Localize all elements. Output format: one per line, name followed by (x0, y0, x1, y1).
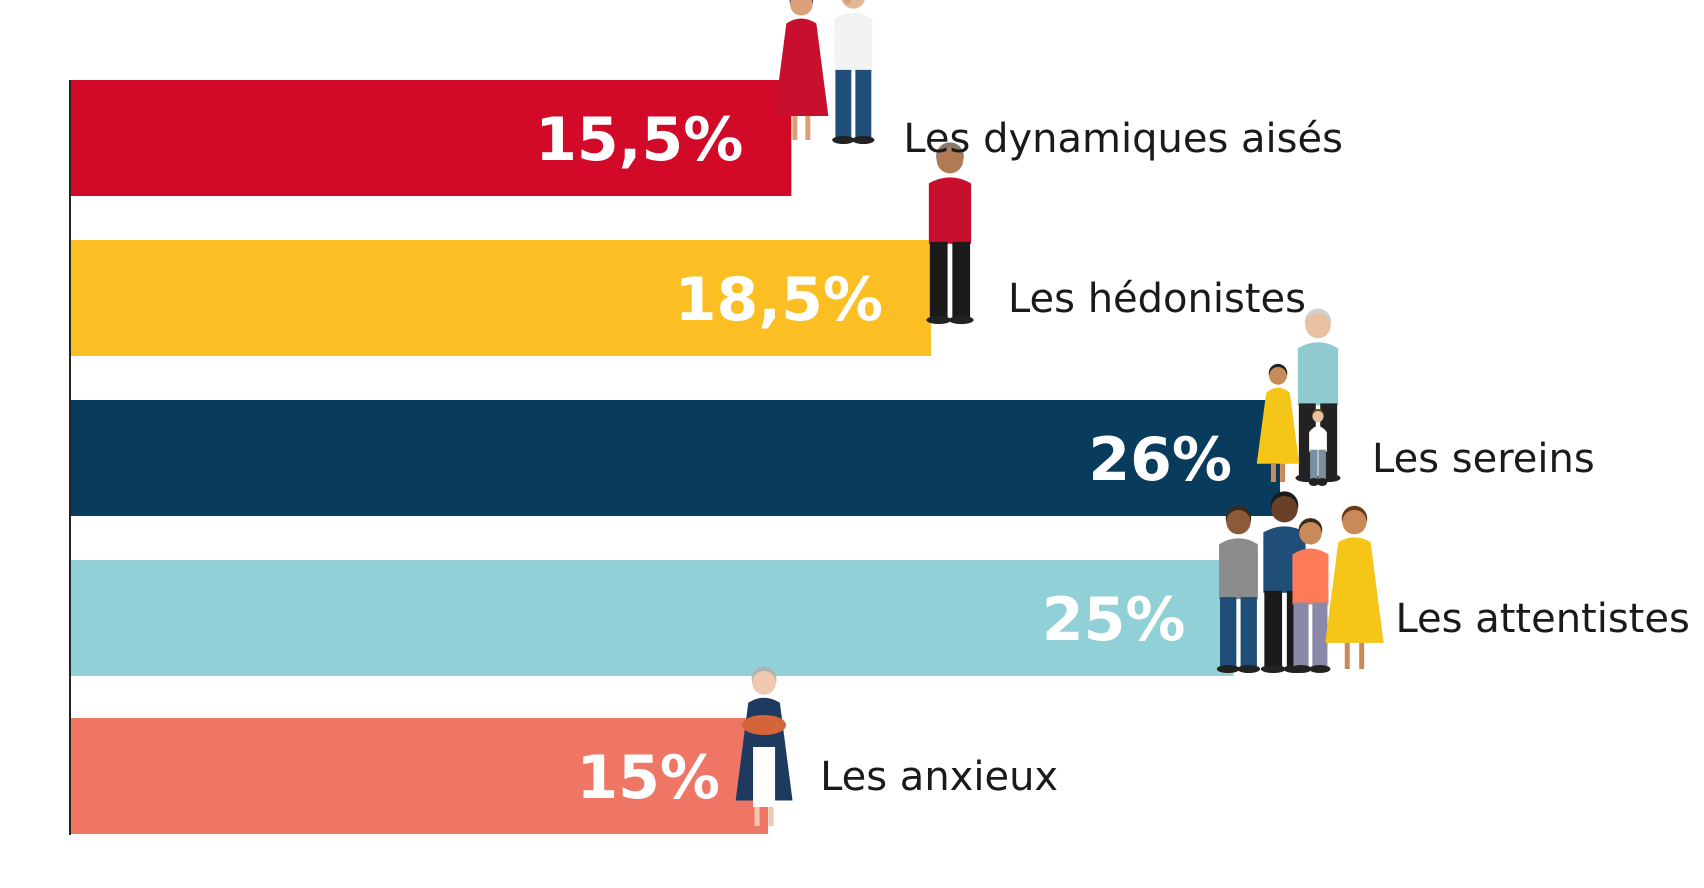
bars-group (70, 80, 1280, 834)
value-label-attentistes: 25% (1042, 585, 1186, 655)
woman-yellow-dress (1325, 505, 1384, 669)
cardigan-man (926, 142, 974, 324)
man-in-cardigan-icon (926, 142, 974, 324)
grandmother (1295, 308, 1341, 482)
category-label-dynamiques-aises: Les dynamiques aisés (903, 116, 1343, 162)
family-group-icon (1216, 491, 1384, 673)
bar-sereins (70, 400, 1280, 516)
woman-coral-top (1290, 518, 1331, 673)
category-label-hedonistes: Les hédonistes (1008, 276, 1306, 322)
value-label-dynamiques-aises: 15,5% (535, 105, 743, 175)
bar-dynamiques-aises (70, 80, 792, 196)
category-label-sereins: Les sereins (1372, 436, 1595, 482)
category-label-attentistes: Les attentistes (1395, 596, 1689, 642)
bar-anxieux (70, 718, 769, 834)
category-label-anxieux: Les anxieux (820, 754, 1058, 800)
small-boy (1308, 409, 1328, 486)
man-grey-shirt (1216, 505, 1261, 673)
bar-attentistes (70, 560, 1234, 676)
icons-group (735, 0, 1384, 826)
grandmother-with-children-icon (1256, 308, 1341, 486)
dancing-woman (774, 0, 829, 140)
girl (1256, 363, 1300, 482)
labels-group: 15,5% Les dynamiques aisés 18,5% Les hédoni… (535, 105, 1690, 813)
dancing-man (832, 0, 875, 144)
value-label-anxieux: 15% (576, 743, 720, 813)
woman-with-cake-icon (735, 666, 793, 826)
value-label-hedonistes: 18,5% (675, 265, 883, 335)
value-label-sereins: 26% (1088, 425, 1232, 495)
dancing-couple-icon (774, 0, 875, 144)
bar-hedonistes (70, 240, 931, 356)
